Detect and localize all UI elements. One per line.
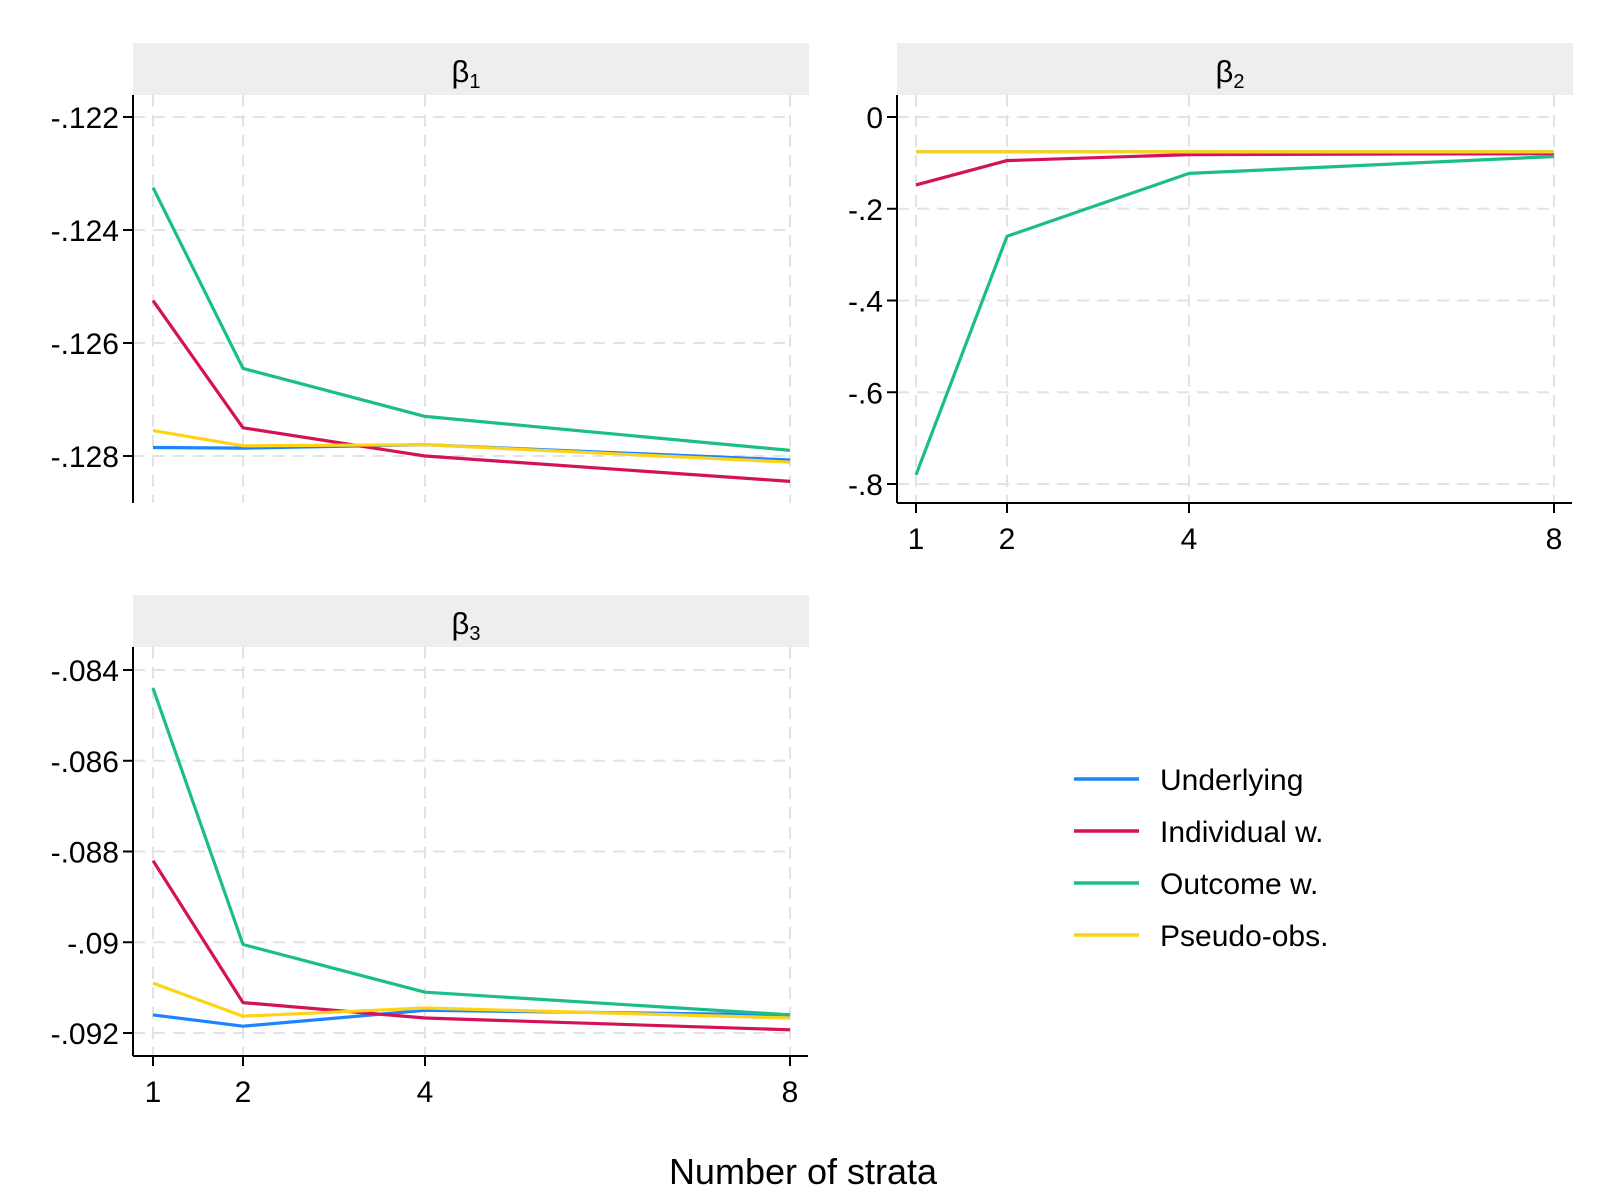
panel-title: β3 bbox=[452, 606, 481, 645]
panel-title: β1 bbox=[452, 54, 481, 93]
legend-label: Outcome w. bbox=[1160, 868, 1318, 901]
series-line-pseudo-obs bbox=[152, 429, 791, 464]
panel-beta3: β3 -.084 -.086 -.088 -.09 -.092 1 2 4 8 bbox=[51, 595, 809, 1109]
legend-label: Underlying bbox=[1160, 764, 1303, 797]
x-tick-label: 8 bbox=[1546, 523, 1563, 556]
y-tick-label: 0 bbox=[866, 102, 883, 135]
x-tick-label: 1 bbox=[145, 1076, 162, 1109]
x-tick-label: 2 bbox=[235, 1076, 252, 1109]
y-tick-label: -.088 bbox=[51, 837, 119, 870]
panel-title-subscript: 3 bbox=[469, 623, 480, 645]
panel-title-symbol: β bbox=[452, 54, 470, 89]
y-tick-label: -.4 bbox=[848, 286, 883, 319]
panel-title-symbol: β bbox=[1216, 54, 1234, 89]
panel-title: β2 bbox=[1216, 54, 1245, 93]
series-line-individual-w bbox=[915, 152, 1555, 187]
legend: Underlying Individual w. Outcome w. Pseudo-… bbox=[1074, 764, 1328, 953]
y-tick-label: -.086 bbox=[51, 746, 119, 779]
series-line-outcome-w bbox=[151, 687, 791, 1017]
y-tick-label: -.084 bbox=[51, 655, 119, 688]
panel-beta1: β1 -.122 -.124 -.126 -.128 bbox=[51, 43, 809, 503]
panel-title-symbol: β bbox=[452, 606, 470, 641]
y-tick-label: -.122 bbox=[51, 102, 119, 135]
x-tick-label: 4 bbox=[1181, 523, 1198, 556]
panel-strip bbox=[133, 595, 809, 647]
series-line-outcome-w bbox=[914, 154, 1555, 476]
panel-beta2: β20-.2-.4-.6-.81 2 4 8 bbox=[848, 43, 1573, 556]
legend-label: Individual w. bbox=[1160, 816, 1323, 849]
series-line-pseudo-obs bbox=[152, 981, 791, 1020]
series-line-individual-w bbox=[151, 859, 791, 1032]
x-tick-label: 1 bbox=[908, 523, 925, 556]
y-tick-label: -.126 bbox=[51, 328, 119, 361]
y-tick-label: -.124 bbox=[51, 215, 119, 248]
y-tick-label: -.128 bbox=[51, 441, 119, 474]
y-tick-label: -.09 bbox=[67, 927, 119, 960]
y-tick-label: -.2 bbox=[848, 194, 883, 227]
series-line-outcome-w bbox=[151, 186, 791, 452]
legend-label: Pseudo-obs. bbox=[1160, 920, 1328, 953]
y-tick-label: -.092 bbox=[51, 1018, 119, 1051]
series-line-individual-w bbox=[151, 299, 791, 483]
x-tick-label: 4 bbox=[417, 1076, 434, 1109]
x-tick-label: 2 bbox=[999, 523, 1016, 556]
panel-title-subscript: 2 bbox=[1233, 71, 1244, 93]
panel-title-subscript: 1 bbox=[469, 71, 480, 93]
y-tick-label: -.6 bbox=[848, 377, 883, 410]
x-axis-label: Number of strata bbox=[669, 1151, 938, 1192]
x-tick-label: 8 bbox=[782, 1076, 799, 1109]
y-tick-label: -.8 bbox=[848, 469, 883, 502]
panel-strip bbox=[133, 43, 809, 95]
panel-strip bbox=[897, 43, 1573, 95]
